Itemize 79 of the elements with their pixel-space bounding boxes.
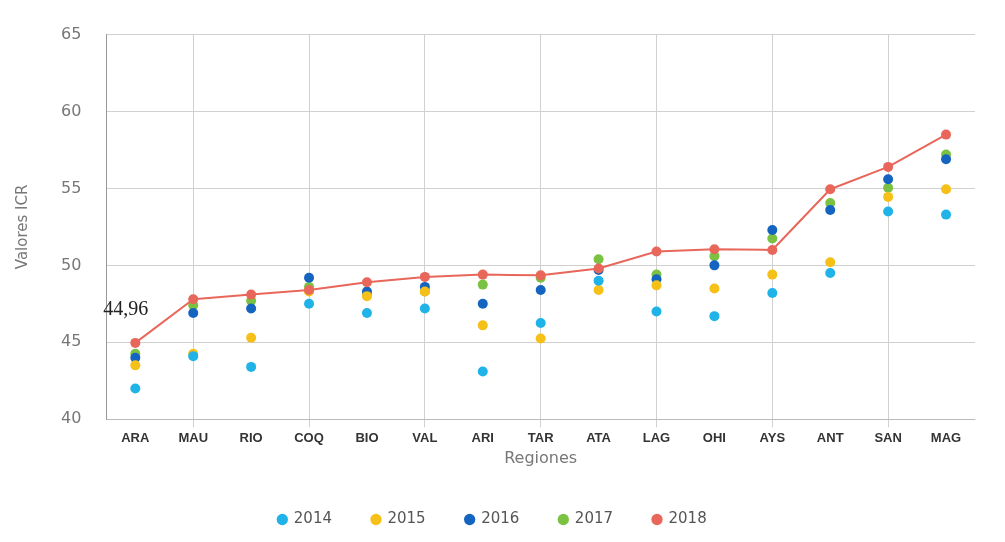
x-tick-label: SAN [874, 429, 902, 445]
x-tick-label: OHI [702, 429, 726, 445]
legend-label: 2014 [293, 509, 332, 528]
legend-label: 2015 [387, 509, 426, 528]
point [651, 246, 662, 257]
point [593, 254, 604, 265]
point [246, 303, 257, 314]
point [419, 271, 430, 282]
point [825, 268, 836, 279]
y-tick-label: 55 [61, 177, 82, 197]
point [941, 209, 952, 220]
point [767, 224, 778, 235]
x-tick-label: MAG [930, 429, 962, 445]
legend-label: 2018 [668, 509, 707, 528]
point [593, 284, 604, 295]
point [188, 294, 199, 305]
point [130, 360, 141, 371]
point [883, 191, 894, 202]
point [361, 277, 372, 288]
y-tick-label: 65 [61, 23, 82, 43]
x-tick-label: BIO [355, 429, 379, 445]
x-tick-label: AYS [759, 429, 786, 445]
point [883, 182, 894, 193]
y-axis-title: Valores ICR [12, 184, 31, 270]
y-tick-label: 45 [61, 331, 82, 351]
x-tick-label: RIO [239, 429, 263, 445]
point [535, 284, 546, 295]
point [767, 288, 778, 299]
point [246, 289, 257, 300]
point [883, 206, 894, 217]
x-tick-label: ARI [471, 429, 494, 445]
legend-label: 2017 [574, 509, 614, 528]
point [477, 366, 488, 377]
legend-label: 2016 [481, 509, 520, 528]
point [883, 161, 894, 172]
x-tick-label: ATA [586, 429, 612, 445]
point [477, 269, 488, 280]
point [535, 333, 546, 344]
point [709, 311, 720, 322]
point [941, 129, 952, 140]
point [651, 306, 662, 317]
x-tick-label: MAU [178, 429, 209, 445]
point [709, 244, 720, 255]
point [651, 280, 662, 291]
x-tick-label: ANT [816, 429, 844, 445]
point [825, 204, 836, 215]
x-tick-label: ARA [121, 429, 150, 445]
x-tick-label: TAR [527, 429, 555, 445]
point [535, 318, 546, 329]
point [246, 361, 257, 372]
x-tick-label: LAG [642, 429, 671, 445]
point [941, 154, 952, 165]
x-tick-label: COQ [294, 429, 324, 445]
point [188, 308, 199, 319]
point [419, 303, 430, 314]
point [477, 320, 488, 331]
point [593, 275, 604, 286]
point [767, 269, 778, 280]
y-tick-label: 40 [61, 408, 82, 428]
point [304, 272, 315, 283]
point [130, 337, 141, 348]
point [246, 332, 257, 343]
point [130, 383, 141, 394]
point [477, 279, 488, 290]
point [477, 298, 488, 309]
annotation: 44,96 [103, 297, 149, 320]
point [825, 257, 836, 268]
x-tick-label: VAL [412, 429, 438, 445]
point [709, 260, 720, 271]
point [361, 308, 372, 319]
point [767, 244, 778, 255]
y-tick-label: 50 [61, 254, 82, 274]
point [941, 184, 952, 195]
point [825, 184, 836, 195]
point [304, 298, 315, 309]
y-tick-label: 60 [61, 100, 82, 120]
point [709, 283, 720, 294]
point [883, 174, 894, 185]
x-axis-title: Regiones [504, 447, 578, 467]
